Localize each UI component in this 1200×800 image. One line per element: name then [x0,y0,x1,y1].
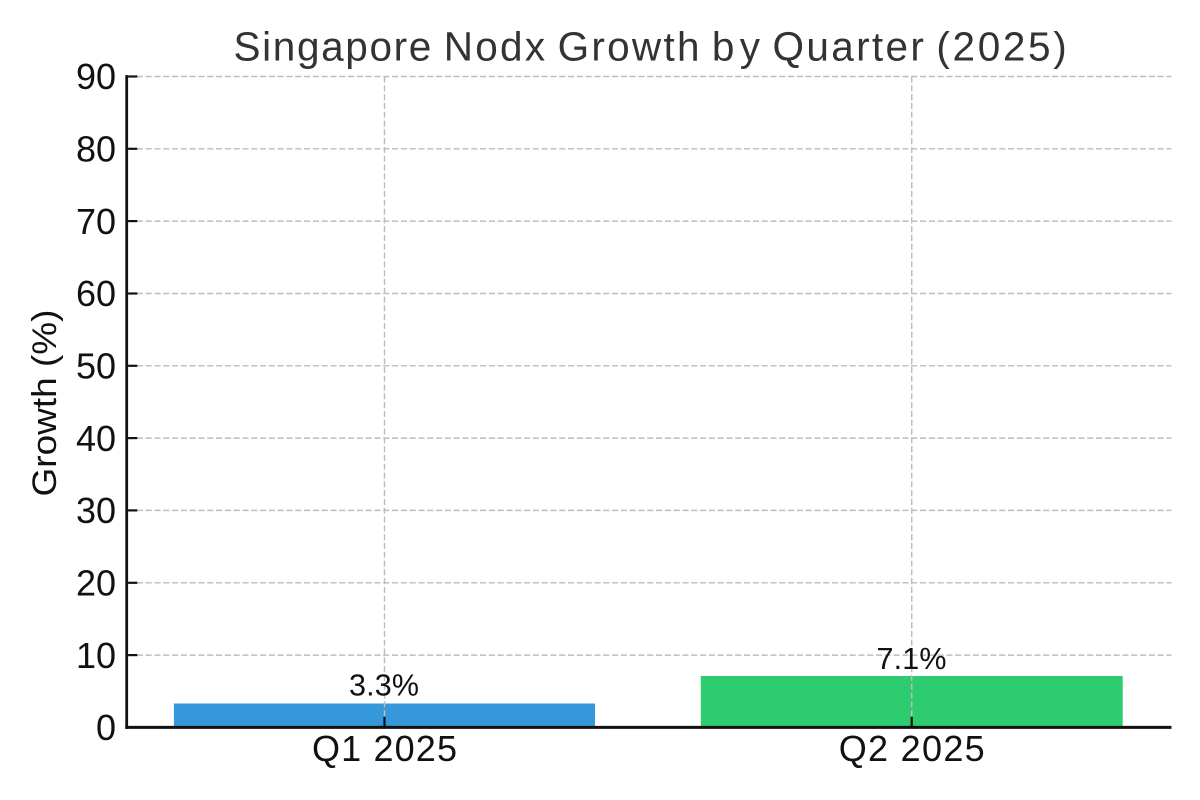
svg-text:Quarter: Quarter [773,23,924,69]
svg-text:Nodx: Nodx [444,23,545,69]
svg-text:10: 10 [76,635,116,676]
svg-text:Singapore: Singapore [234,23,432,69]
svg-text:Growth (%): Growth (%) [26,310,64,497]
svg-text:3.3%: 3.3% [349,669,419,703]
svg-text:7.1%: 7.1% [877,642,947,676]
svg-text:30: 30 [76,490,116,531]
svg-text:Q2 2025: Q2 2025 [839,728,985,769]
svg-text:Growth: Growth [558,23,700,69]
svg-text:80: 80 [76,129,116,170]
svg-text:50: 50 [76,346,116,387]
svg-text:0: 0 [96,707,116,748]
svg-text:20: 20 [76,563,116,604]
svg-text:60: 60 [76,273,116,314]
svg-text:70: 70 [76,201,116,242]
svg-text:40: 40 [76,418,116,459]
svg-text:Q1 2025: Q1 2025 [312,728,457,769]
svg-text:90: 90 [76,56,116,97]
